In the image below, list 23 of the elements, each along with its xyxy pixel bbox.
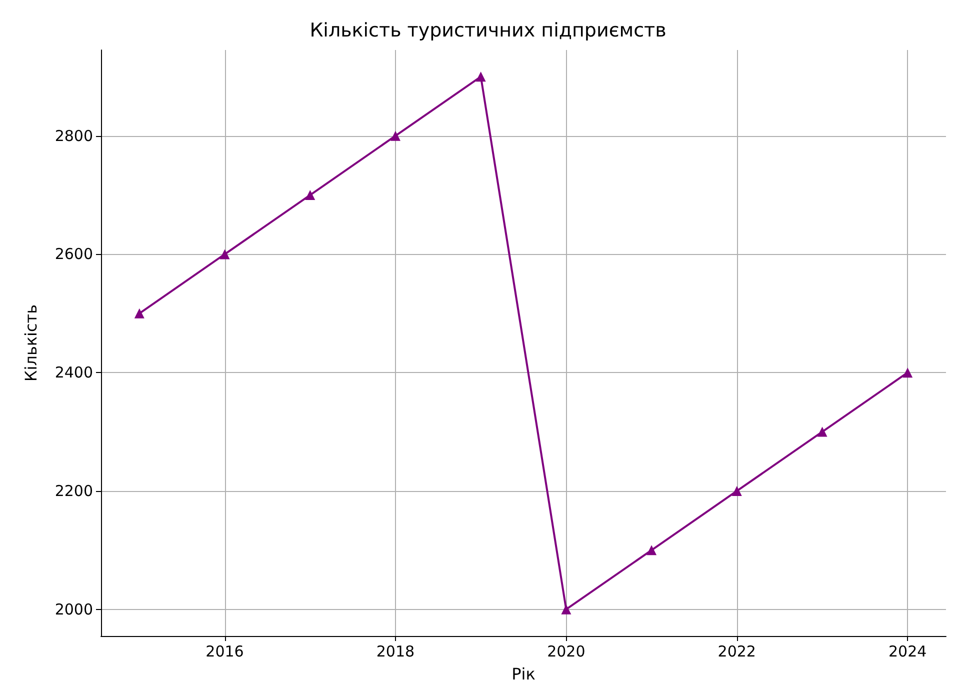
point (561, 604, 572, 614)
y-tick-label: 2200 (54, 482, 93, 500)
x-tick-label: 2018 (376, 642, 415, 660)
x-tick-label: 2024 (888, 642, 927, 660)
point (390, 130, 400, 141)
y-tick-label: 2800 (54, 126, 93, 145)
x-tick-label: 2020 (547, 642, 586, 660)
point (476, 72, 486, 82)
x-tick-label: 2016 (206, 642, 244, 660)
point (817, 426, 828, 437)
y-tick-label: 2400 (54, 364, 93, 382)
point (646, 545, 657, 556)
point (305, 190, 316, 200)
x-tick-label: 2022 (718, 642, 756, 660)
point (902, 368, 913, 378)
y-tick-label: 2600 (54, 245, 93, 264)
point (732, 486, 742, 496)
chart-title: Кількість туристичних підприємств (310, 20, 666, 42)
x-axis-title: Рік (512, 664, 536, 684)
y-axis-title: Кількість (22, 304, 40, 382)
point (134, 308, 144, 318)
y-tick-label: 2000 (54, 600, 93, 618)
point (220, 249, 230, 260)
